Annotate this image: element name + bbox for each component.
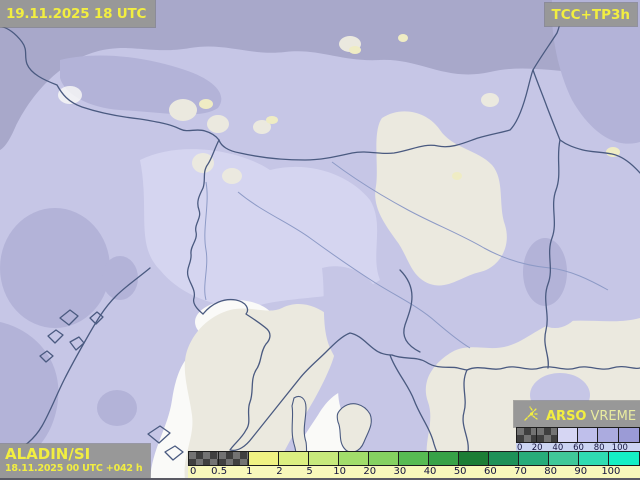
- legend-tick-label: 0: [190, 466, 197, 477]
- legend-tick-label: 2: [276, 466, 283, 477]
- legend-cell: [429, 452, 459, 465]
- precip-legend-labels: 0 0.5 1 2 5 10 20 30 40 50 60 70 80 90 100: [188, 466, 640, 479]
- legend-tick-label: 40: [552, 443, 564, 453]
- legend-cell: [609, 452, 639, 465]
- legend-tick-label: 0.5: [211, 466, 228, 477]
- branding-text: ARSO VREME: [546, 405, 636, 424]
- legend-cell: [399, 452, 429, 465]
- legend-tick-label: 90: [574, 466, 588, 477]
- agency-name: ARSO: [546, 408, 587, 424]
- legend-cell: [339, 452, 369, 465]
- precipitation-legend: 0 0.5 1 2 5 10 20 30 40 50 60 70 80 90 100: [188, 451, 640, 479]
- legend-tick-label: 20: [531, 443, 543, 453]
- legend-tick-label: 50: [453, 466, 467, 477]
- cloud-cover-legend: 0 20 40 60 80 100: [516, 427, 640, 454]
- legend-cell: [489, 452, 519, 465]
- legend-cell: [309, 452, 339, 465]
- branding-panel: ARSO VREME: [514, 401, 640, 427]
- legend-tick-label: 100: [601, 466, 621, 477]
- legend-cell: [279, 452, 309, 465]
- model-name-label: ALADIN/SI: [5, 445, 91, 463]
- legend-cell: [537, 428, 558, 442]
- legend-cell: [459, 452, 489, 465]
- legend-tick-label: 100: [611, 443, 628, 453]
- product-code-label: TCC+TP3h: [551, 6, 630, 23]
- legend-cell: [549, 452, 579, 465]
- legend-cell: [557, 428, 578, 442]
- legend-cell: [249, 452, 279, 465]
- cloud-legend-cells: [516, 427, 640, 443]
- legend-cell: [189, 452, 219, 465]
- legend-cell: [369, 452, 399, 465]
- legend-cell: [579, 452, 609, 465]
- legend-tick-label: 1: [246, 466, 253, 477]
- legend-tick-label: 40: [423, 466, 437, 477]
- service-name: VREME: [590, 408, 637, 424]
- precip-legend-cells: [188, 451, 640, 466]
- legend-cell: [517, 428, 538, 442]
- legend-tick-label: 70: [514, 466, 527, 477]
- model-info-panel: ALADIN/SI 18.11.2025 00 UTC +042 h: [0, 444, 151, 478]
- legend-tick-label: 10: [333, 466, 347, 477]
- legend-tick-label: 80: [544, 466, 557, 477]
- valid-time-panel: 19.11.2025 18 UTC: [0, 0, 156, 27]
- legend-tick-label: 60: [573, 443, 584, 453]
- legend-tick-label: 30: [393, 466, 407, 477]
- legend-cell: [519, 452, 549, 465]
- sun-icon: [524, 406, 539, 421]
- product-panel: TCC+TP3h: [544, 3, 637, 26]
- legend-tick-label: 0: [517, 443, 523, 453]
- legend-tick-label: 80: [593, 443, 605, 453]
- cloud-legend-labels: 0 20 40 60 80 100: [516, 443, 640, 454]
- legend-tick-label: 60: [483, 466, 497, 477]
- legend-tick-label: 5: [306, 466, 313, 477]
- legend-cell: [219, 452, 249, 465]
- legend-cell: [577, 428, 599, 442]
- valid-time-label: 19.11.2025 18 UTC: [6, 5, 147, 22]
- model-run-label: 18.11.2025 00 UTC +042 h: [5, 463, 143, 474]
- legend-cell: [598, 428, 619, 442]
- legend-tick-label: 20: [363, 466, 377, 477]
- bottom-border-strip: [0, 478, 640, 480]
- legend-cell: [618, 428, 639, 442]
